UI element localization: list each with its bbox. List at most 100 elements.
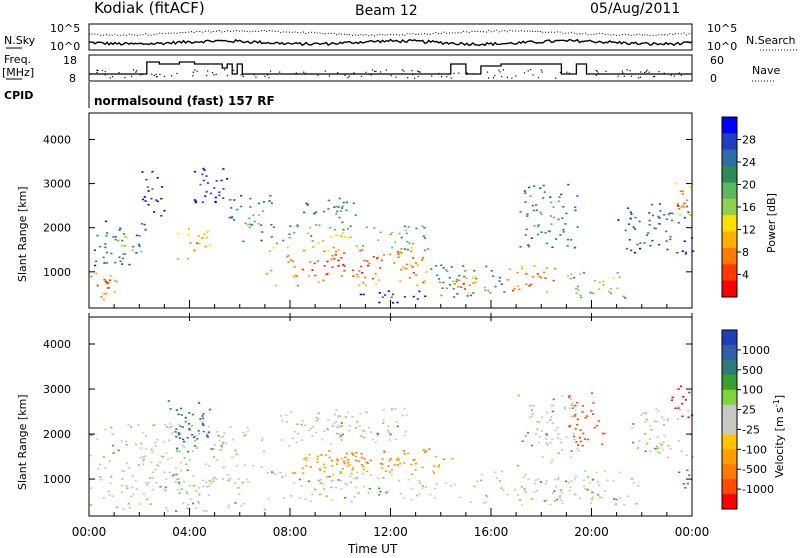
range-gate-cell xyxy=(152,211,156,213)
range-gate-cell xyxy=(538,435,541,438)
range-gate-cell xyxy=(105,235,108,237)
range-gate-cell xyxy=(204,237,208,239)
range-gate-cell xyxy=(679,214,682,216)
range-gate-cell xyxy=(90,487,93,489)
power-ylabel: Slant Range [km] xyxy=(16,186,29,282)
range-gate-cell xyxy=(527,478,530,481)
range-gate-cell xyxy=(390,469,394,471)
range-gate-cell xyxy=(457,285,460,288)
colorbar-swatch xyxy=(722,166,737,183)
range-gate-cell xyxy=(328,450,331,452)
range-gate-cell xyxy=(305,202,308,205)
range-gate-cell xyxy=(289,225,292,227)
colorbar-tick-label: 16 xyxy=(742,201,756,214)
nave-dot xyxy=(473,73,475,75)
nave-dot xyxy=(390,75,392,77)
nave-dot xyxy=(431,75,433,77)
range-gate-cell xyxy=(313,262,316,265)
range-gate-cell xyxy=(177,413,180,416)
range-gate-cell xyxy=(581,405,584,407)
range-gate-cell xyxy=(494,285,497,288)
nave-dot xyxy=(176,72,178,75)
range-gate-cell xyxy=(687,416,690,419)
range-gate-cell xyxy=(424,486,427,488)
nave-dot xyxy=(242,74,244,76)
range-gate-cell xyxy=(363,259,366,262)
range-gate-cell xyxy=(326,272,329,275)
range-gate-cell xyxy=(536,273,539,275)
range-gate-cell xyxy=(291,437,294,439)
range-gate-cell xyxy=(309,261,312,263)
range-gate-cell xyxy=(143,455,147,457)
range-gate-cell xyxy=(590,392,594,394)
range-gate-cell xyxy=(546,411,549,414)
range-gate-cell xyxy=(616,272,619,274)
nave-dot xyxy=(499,71,501,73)
range-gate-cell xyxy=(411,473,414,475)
range-gate-cell xyxy=(222,188,225,190)
range-gate-cell xyxy=(449,284,452,286)
range-gate-cell xyxy=(246,426,249,429)
y-tick-label: 1000 xyxy=(43,266,71,279)
range-gate-cell xyxy=(353,495,356,498)
range-gate-cell xyxy=(142,493,145,495)
range-gate-cell xyxy=(104,467,107,469)
range-gate-cell xyxy=(543,271,546,274)
nave-dot xyxy=(224,69,226,71)
range-gate-cell xyxy=(128,263,131,266)
range-gate-cell xyxy=(219,449,222,451)
range-gate-cell xyxy=(128,466,131,469)
velocity-ylabel: Slant Range [km] xyxy=(16,394,29,490)
range-gate-cell xyxy=(286,246,289,248)
range-gate-cell xyxy=(187,234,190,236)
range-gate-cell xyxy=(194,507,198,509)
range-gate-cell xyxy=(558,196,561,198)
range-gate-cell xyxy=(338,426,341,428)
range-gate-cell xyxy=(506,494,509,496)
range-gate-cell xyxy=(327,419,330,422)
range-gate-cell xyxy=(301,467,304,470)
range-gate-cell xyxy=(645,418,648,421)
range-gate-cell xyxy=(202,430,205,433)
range-gate-cell xyxy=(533,185,536,187)
range-gate-cell xyxy=(527,244,530,246)
range-gate-cell xyxy=(249,206,252,208)
range-gate-cell xyxy=(684,253,688,255)
noise-right-tick-bottom: 10^0 xyxy=(707,40,737,53)
range-gate-cell xyxy=(558,495,561,497)
range-gate-cell xyxy=(260,439,263,442)
range-gate-cell xyxy=(227,506,230,509)
range-gate-cell xyxy=(184,416,187,419)
range-gate-cell xyxy=(121,470,124,472)
range-gate-cell xyxy=(659,210,662,212)
range-gate-cell xyxy=(485,265,488,268)
nave-dot xyxy=(317,74,319,77)
range-gate-cell xyxy=(122,233,126,235)
range-gate-cell xyxy=(116,506,119,509)
range-gate-cell xyxy=(233,219,236,221)
range-gate-cell xyxy=(587,438,590,441)
range-gate-cell xyxy=(410,498,413,501)
range-gate-cell xyxy=(234,450,238,452)
range-gate-cell xyxy=(399,251,402,254)
range-gate-cell xyxy=(390,473,393,476)
range-gate-cell xyxy=(575,287,578,290)
range-gate-cell xyxy=(208,408,211,411)
range-gate-cell xyxy=(152,424,155,427)
range-gate-cell xyxy=(167,458,170,460)
range-gate-cell xyxy=(540,276,543,279)
range-gate-cell xyxy=(172,474,175,476)
range-gate-cell xyxy=(293,482,296,484)
range-gate-cell xyxy=(306,204,309,206)
range-gate-cell xyxy=(126,487,129,490)
range-gate-cell xyxy=(202,167,205,170)
range-gate-cell xyxy=(297,432,300,435)
range-gate-cell xyxy=(149,503,152,505)
nave-dot xyxy=(171,75,173,77)
range-gate-cell xyxy=(500,487,503,489)
range-gate-cell xyxy=(400,252,403,254)
range-gate-cell xyxy=(437,464,441,466)
colorbar-tick-label: 12 xyxy=(742,224,756,237)
range-gate-cell xyxy=(648,438,652,440)
range-gate-cell xyxy=(381,467,384,469)
